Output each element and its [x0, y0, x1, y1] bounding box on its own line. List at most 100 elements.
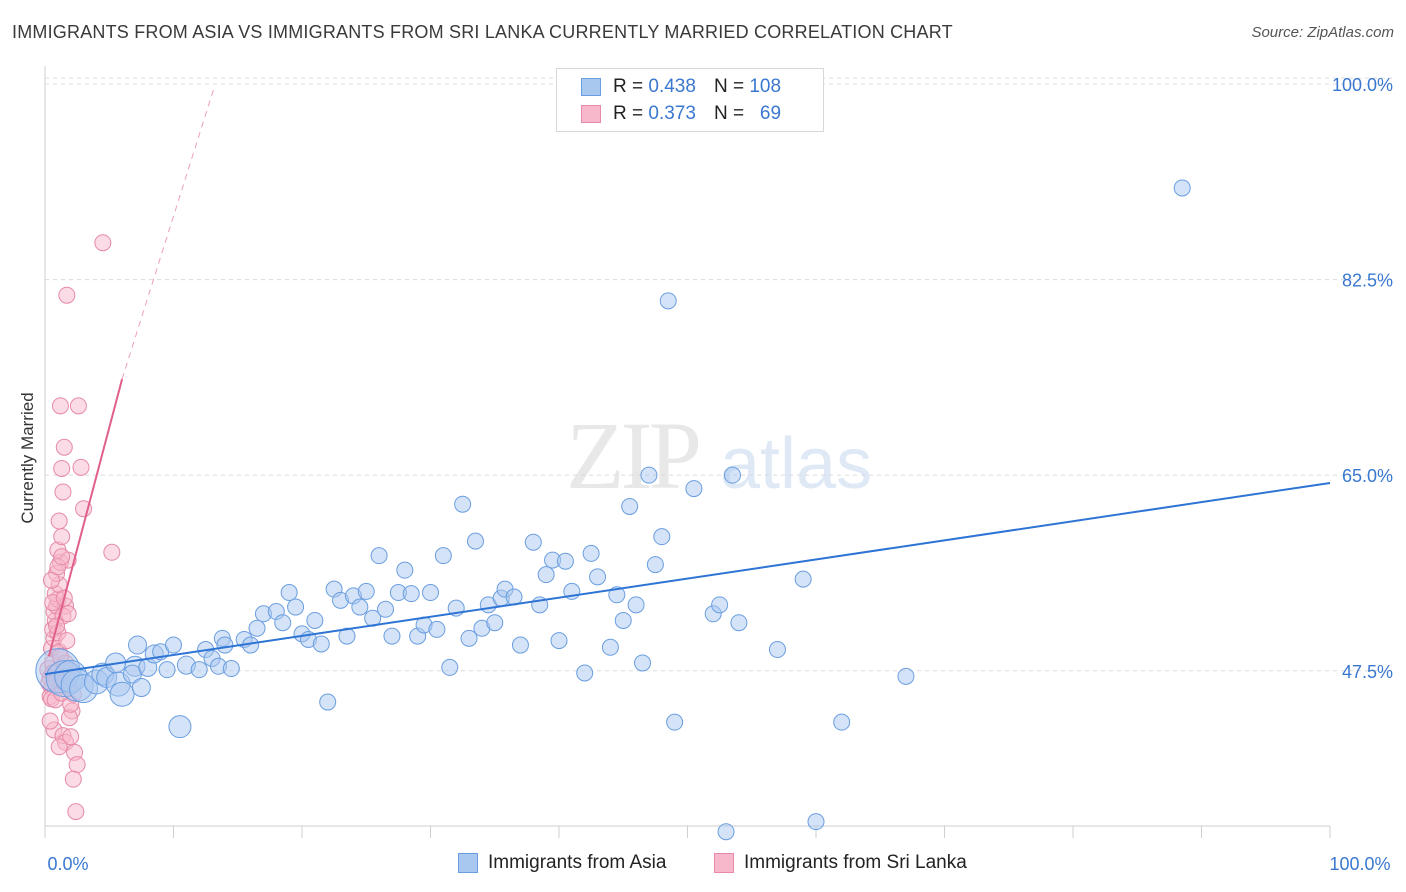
- point-asia: [589, 568, 607, 586]
- bottom-legend-srilanka[interactable]: Immigrants from Sri Lanka: [714, 852, 967, 874]
- point-asia: [537, 566, 555, 584]
- point-asia: [454, 495, 472, 513]
- trend-line-srilanka-extension: [121, 85, 216, 380]
- bottom-legend-swatch-srilanka: [714, 853, 734, 873]
- legend-n-label: N =: [713, 76, 745, 97]
- point-asia: [377, 600, 395, 618]
- point-srilanka: [58, 632, 76, 650]
- point-asia: [434, 547, 452, 565]
- bottom-legend-label-srilanka: Immigrants from Sri Lanka: [744, 852, 967, 873]
- point-asia: [621, 497, 639, 515]
- point-asia: [582, 544, 600, 562]
- legend-n-value: 69: [759, 103, 782, 124]
- y-tick-label: 100.0%: [1332, 75, 1393, 95]
- series-asia-points: [35, 179, 1191, 841]
- legend-swatch-srilanka: [581, 105, 601, 123]
- tick-labels: 47.5% 65.0% 82.5% 100.0% 0.0% 100.0%: [47, 75, 1393, 874]
- point-asia: [550, 632, 568, 650]
- point-asia: [659, 292, 677, 310]
- point-srilanka: [54, 483, 72, 501]
- point-asia: [608, 586, 626, 604]
- point-srilanka: [55, 438, 73, 456]
- point-asia: [158, 661, 176, 679]
- point-asia: [370, 547, 388, 565]
- point-asia: [306, 611, 324, 629]
- legend: R = 0.438 N = 108 R = 0.373 N = 69: [556, 68, 824, 132]
- point-asia: [711, 596, 729, 614]
- point-asia: [646, 556, 664, 574]
- point-asia: [109, 681, 135, 707]
- point-asia: [486, 614, 504, 632]
- point-asia: [312, 635, 330, 653]
- bottom-legend-swatch-asia: [458, 853, 478, 873]
- legend-r-label: R =: [613, 76, 644, 97]
- point-srilanka: [58, 286, 76, 304]
- point-asia: [168, 715, 192, 739]
- point-srilanka: [64, 770, 82, 788]
- point-asia: [351, 598, 369, 616]
- point-asia: [601, 638, 619, 656]
- point-asia: [666, 713, 684, 731]
- point-asia: [319, 693, 337, 711]
- watermark-zip: ZIP: [566, 402, 699, 509]
- trend-lines: [44, 85, 1331, 676]
- point-asia: [128, 635, 148, 655]
- point-srilanka: [53, 459, 71, 477]
- legend-r-label: R =: [613, 103, 644, 124]
- point-asia: [216, 636, 234, 654]
- point-asia: [396, 561, 414, 579]
- point-asia: [131, 678, 151, 698]
- point-srilanka: [51, 397, 69, 415]
- point-asia: [511, 636, 529, 654]
- point-asia: [165, 636, 182, 654]
- point-asia: [357, 582, 375, 600]
- legend-r-value: 0.373: [648, 103, 696, 124]
- point-asia: [807, 813, 825, 831]
- legend-row-asia: R = 0.438 N = 108: [581, 74, 781, 100]
- point-srilanka: [72, 458, 90, 476]
- chart-title: IMMIGRANTS FROM ASIA VS IMMIGRANTS FROM …: [12, 22, 953, 42]
- point-asia: [833, 713, 851, 731]
- series-srilanka-points: [39, 234, 121, 821]
- point-asia: [190, 661, 208, 679]
- point-asia: [402, 585, 420, 603]
- x-tick-label: 100.0%: [1329, 854, 1390, 874]
- point-asia: [768, 641, 786, 659]
- point-asia: [222, 660, 240, 678]
- x-tick-label: 0.0%: [47, 854, 88, 874]
- legend-swatch-asia: [581, 78, 601, 96]
- trend-line-srilanka: [47, 378, 124, 657]
- point-srilanka: [94, 234, 112, 252]
- point-asia: [383, 627, 401, 645]
- watermark: ZIP atlas: [566, 402, 872, 509]
- y-tick-label: 47.5%: [1342, 662, 1393, 682]
- point-asia: [634, 654, 652, 672]
- watermark-atlas: atlas: [720, 424, 872, 504]
- bottom-legend: Immigrants from Asia Immigrants from Sri…: [0, 852, 1406, 878]
- point-asia: [1173, 179, 1191, 197]
- legend-row-srilanka: R = 0.373 N = 69: [581, 101, 781, 127]
- point-asia: [338, 627, 356, 645]
- grid-lines: [45, 77, 1392, 672]
- point-asia: [794, 570, 812, 588]
- point-asia: [524, 533, 542, 551]
- point-srilanka: [67, 803, 85, 821]
- point-srilanka: [53, 548, 71, 566]
- bottom-legend-asia[interactable]: Immigrants from Asia: [458, 852, 666, 874]
- point-asia: [466, 532, 484, 550]
- point-asia: [422, 584, 439, 602]
- point-srilanka: [103, 543, 121, 561]
- point-asia: [730, 614, 748, 632]
- point-srilanka: [62, 728, 80, 746]
- point-asia: [685, 480, 703, 498]
- point-asia: [653, 528, 671, 546]
- bottom-legend-label-asia: Immigrants from Asia: [488, 852, 667, 873]
- point-asia: [627, 596, 645, 614]
- point-asia: [614, 611, 632, 629]
- point-srilanka: [53, 528, 71, 546]
- point-srilanka: [69, 397, 87, 415]
- point-asia: [576, 664, 594, 682]
- y-tick-label: 82.5%: [1342, 271, 1393, 291]
- point-asia: [248, 619, 266, 637]
